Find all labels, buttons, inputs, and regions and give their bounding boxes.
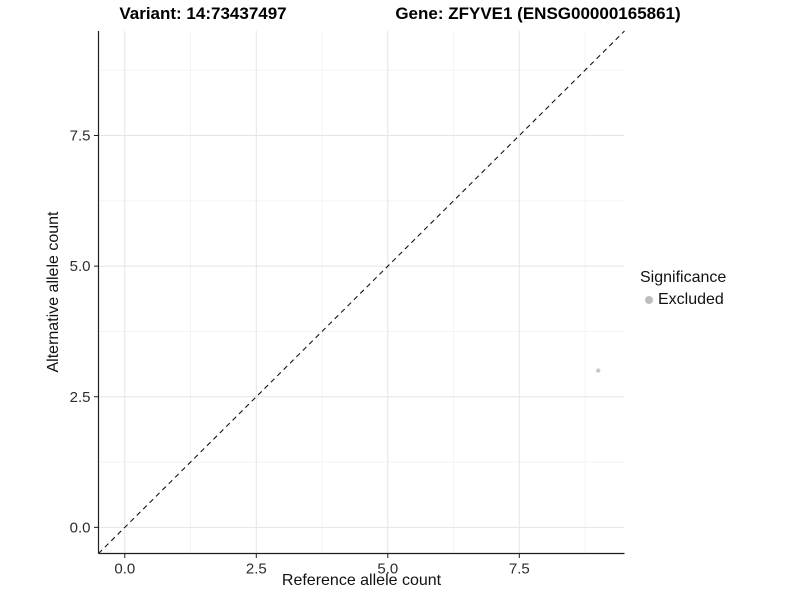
axis-ticks — [94, 135, 520, 558]
x-tick-label: 5.0 — [377, 561, 398, 578]
legend-title: Significance — [640, 269, 727, 286]
x-tick-label: 7.5 — [509, 561, 530, 578]
data-points — [596, 368, 601, 373]
axis-lines — [97, 31, 625, 555]
y-tick-label: 5.0 — [70, 258, 91, 275]
legend-point-icon — [645, 296, 653, 304]
gene-title: Gene: ZFYVE1 (ENSG00000165861) — [395, 4, 681, 23]
y-axis-label: Alternative allele count — [45, 211, 62, 373]
x-axis-label: Reference allele count — [281, 572, 442, 589]
major-gridlines — [98, 31, 625, 554]
minor-gridlines — [98, 31, 625, 554]
x-tick-label: 0.0 — [114, 561, 135, 578]
identity-reference-line — [98, 30, 625, 554]
y-tick-label: 0.0 — [70, 519, 91, 536]
y-tick-label: 7.5 — [70, 128, 91, 145]
data-point — [596, 368, 601, 373]
legend-item-label: Excluded — [658, 291, 724, 308]
tick-labels: 0.0 2.5 5.0 7.5 0.0 2.5 5.0 7.5 — [70, 128, 530, 578]
legend-item-excluded: Excluded — [640, 291, 726, 309]
x-tick-label: 2.5 — [246, 561, 267, 578]
variant-title: Variant: 14:73437497 — [119, 4, 287, 23]
legend: Significance Excluded — [640, 268, 726, 309]
y-tick-label: 2.5 — [70, 389, 91, 406]
